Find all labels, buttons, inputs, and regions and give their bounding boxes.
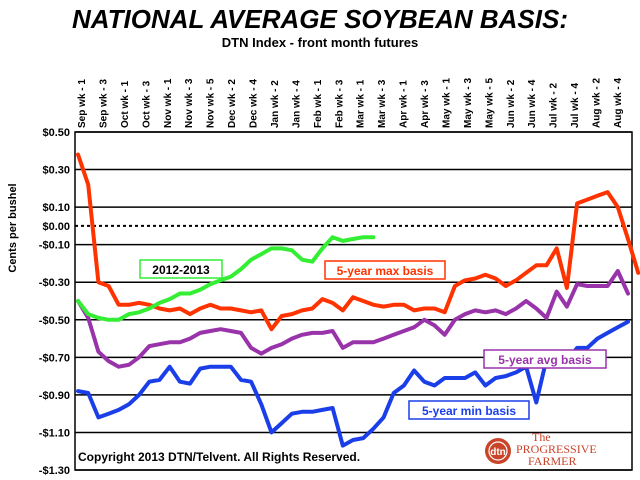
x-tick-label: Sep wk - 1	[77, 79, 88, 128]
x-tick-label: Mar wk - 3	[377, 79, 388, 128]
x-tick-label: Nov wk - 5	[206, 78, 217, 128]
label-2012-2013-box	[139, 259, 223, 279]
x-tick-label: Jun wk - 2	[506, 79, 517, 128]
x-tick-label: Aug wk - 2	[592, 78, 603, 128]
series-line-5-year-min-basis	[76, 319, 630, 448]
label-max-basis-text: 5-year max basis	[337, 264, 434, 278]
x-tick-label: May wk - 5	[484, 78, 495, 128]
y-tick-label: -$0.70	[39, 352, 70, 364]
y-tick-label: -$0.30	[39, 277, 70, 289]
gridlines	[75, 131, 632, 471]
x-tick-labels: Sep wk - 1 Sep wk - 3 Oct wk - 1 Oct wk - 3…	[77, 78, 624, 128]
x-tick-label: Nov wk - 1	[163, 78, 174, 128]
x-tick-label: Nov wk - 3	[184, 78, 195, 128]
label-avg-basis-text: 5-year avg basis	[498, 353, 592, 367]
logo-the: The	[532, 430, 551, 444]
series-lines	[76, 152, 640, 448]
x-tick-label: Oct wk - 1	[120, 80, 131, 128]
chart-subtitle: DTN Index - front month futures	[222, 35, 418, 50]
y-tick-label: $0.00	[42, 221, 70, 233]
x-tick-label: Dec wk - 4	[249, 79, 260, 128]
series-line-2012-2013	[76, 235, 376, 322]
dtn-progressive-farmer-logo: dtn The PROGRESSIVE FARMER	[485, 430, 597, 468]
y-tick-label: $0.50	[42, 127, 70, 139]
series-line-5-year-avg-basis	[76, 269, 630, 369]
x-tick-label: Feb wk - 1	[313, 79, 324, 128]
y-tick-label: $0.30	[42, 165, 70, 177]
x-tick-label: Dec wk - 2	[227, 79, 238, 128]
series-line-5-year-max-basis	[76, 152, 640, 332]
label-2012-2013: 2012-2013	[139, 259, 223, 279]
x-tick-label: Sep wk - 3	[98, 79, 109, 128]
chart-title: NATIONAL AVERAGE SOYBEAN BASIS:	[72, 4, 568, 34]
x-tick-label: Jul wk - 2	[549, 83, 560, 128]
label-max-basis: 5-year max basis	[324, 260, 446, 280]
x-tick-label: Jan wk - 2	[270, 80, 281, 128]
dtn-logo-text: dtn	[490, 447, 506, 458]
y-tick-label: -$1.30	[39, 465, 70, 477]
x-tick-label: Jan wk - 4	[291, 80, 302, 128]
x-tick-label: May wk - 3	[463, 78, 474, 128]
copyright-text: Copyright 2013 DTN/Telvent. All Rights R…	[78, 450, 360, 464]
logo-progressive: PROGRESSIVE	[516, 442, 597, 456]
label-2012-2013-text: 2012-2013	[152, 263, 210, 277]
dtn-logo-ring	[488, 441, 508, 461]
y-tick-label: -$1.10	[39, 427, 70, 439]
x-tick-label: Jun wk - 4	[527, 79, 538, 128]
y-tick-label: $0.10	[42, 202, 70, 214]
y-tick-label: -$0.90	[39, 390, 70, 402]
label-min-basis: 5-year min basis	[408, 400, 530, 420]
x-tick-label: Feb wk - 3	[334, 79, 345, 128]
label-avg-basis-box	[483, 349, 607, 369]
y-tick-labels: $0.50 $0.30 $0.10 $0.00 -$0.10 -$0.30 -$0.50 -$…	[39, 127, 70, 477]
y-tick-label: -$0.50	[39, 315, 70, 327]
label-max-basis-box	[324, 260, 446, 280]
x-tick-label: May wk - 1	[441, 78, 452, 128]
y-axis-label: Cents per bushel	[7, 183, 19, 272]
x-tick-label: Mar wk - 1	[356, 79, 367, 128]
y-tick-label: -$0.10	[39, 240, 70, 252]
x-tick-label: Apr wk - 3	[420, 80, 431, 128]
x-tick-label: Aug wk - 4	[613, 78, 624, 128]
x-tick-label: Jul wk - 4	[570, 83, 581, 128]
label-min-basis-box	[408, 400, 530, 420]
label-avg-basis: 5-year avg basis	[483, 349, 607, 369]
label-min-basis-text: 5-year min basis	[422, 404, 516, 418]
plot-frame	[74, 131, 633, 471]
logo-farmer: FARMER	[528, 454, 576, 468]
x-tick-label: Oct wk - 3	[141, 80, 152, 128]
x-tick-label: Apr wk - 1	[399, 80, 410, 128]
